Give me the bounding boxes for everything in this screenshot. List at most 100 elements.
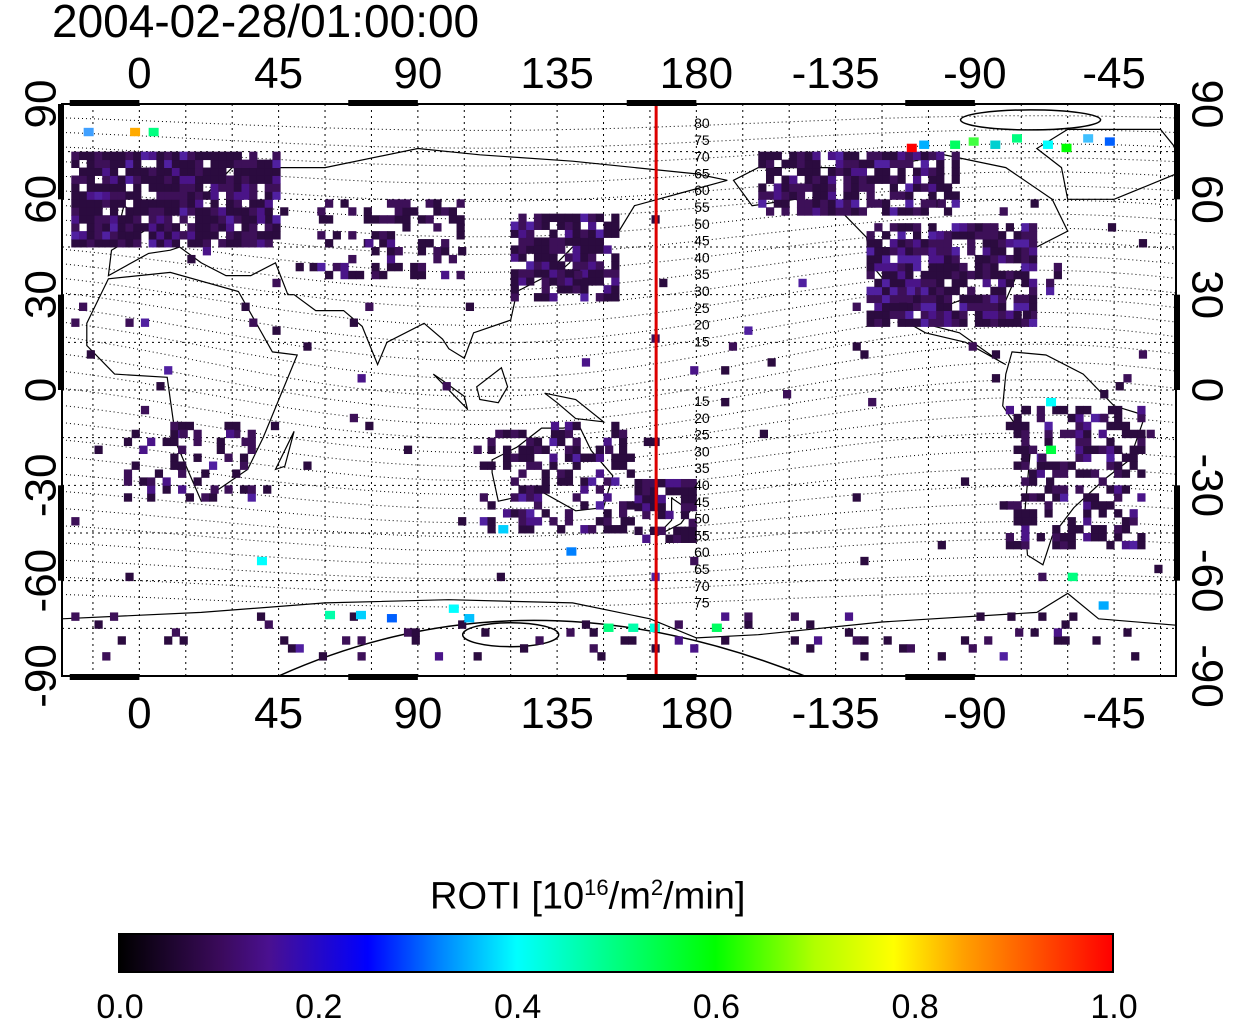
roti-cell [131,461,140,470]
roti-cell [1005,254,1015,264]
roti-cell [1104,137,1115,146]
roti-cell [874,151,883,161]
roti-cell [1090,413,1100,423]
roti-cell [595,245,604,254]
edge-bar-right [1174,294,1180,390]
roti-cell [133,191,142,200]
roti-cell [526,453,535,462]
roti-cell [721,397,730,407]
roti-cell [688,518,697,528]
roti-cell [264,183,273,192]
roti-cell [456,215,465,224]
roti-cell [526,229,535,238]
roti-cell [603,493,612,502]
roti-cell [533,445,543,455]
roti-cell [79,167,88,176]
roti-cell [882,294,891,304]
roti-cell [86,183,95,192]
roti-cell [1021,493,1030,502]
roti-cell [960,636,970,645]
roti-cell [179,215,188,224]
x-tick-label-top: 90 [393,49,442,98]
roti-cell [936,286,945,296]
x-tick-label-bottom: 180 [660,689,733,738]
roti-cell [210,175,219,184]
roti-cell [951,270,960,280]
roti-cell [843,199,852,208]
roti-cell [1059,493,1069,502]
roti-cell [264,167,273,176]
roti-cell [195,223,204,232]
roti-cell [171,199,181,208]
roti-cell [813,636,823,645]
roti-cell [357,652,366,661]
roti-cell [1021,278,1030,288]
roti-cell [990,302,999,312]
roti-cell [967,231,976,240]
y-tick-label-left: 30 [16,270,65,319]
roti-cell [287,644,297,653]
roti-cell [1061,620,1070,629]
roti-cell [210,215,219,224]
roti-cell [943,247,953,256]
roti-cell [804,207,813,216]
coastline [491,424,614,512]
roti-cell [1030,628,1039,637]
roti-cell [564,445,574,455]
roti-cell [1090,469,1100,478]
roti-cell [673,486,682,496]
roti-cell [226,191,235,200]
roti-cell [164,239,173,248]
roti-cell [852,636,861,645]
roti-cell [936,270,945,280]
roti-cell [557,437,566,447]
roti-cell [1013,231,1022,240]
roti-cell [920,183,929,192]
roti-cell [125,215,134,224]
roti-cell [216,437,225,447]
roti-cell [1005,421,1015,431]
roti-cell [1029,286,1038,296]
roti-cell [479,493,488,502]
roti-cell [827,183,837,192]
roti-cell [557,277,566,286]
x-tick-label-bottom: -45 [1082,689,1146,738]
contour-label: 50 [694,216,710,232]
roti-cell [889,310,898,319]
roti-cell [178,461,187,470]
roti-cell [272,326,281,335]
roti-cell [882,199,891,208]
roti-cell [526,437,535,447]
roti-cell [827,167,837,176]
roti-cell [580,253,589,262]
roti-cell [365,302,374,312]
roti-cell [202,175,211,184]
roti-cell [210,207,219,216]
roti-cell [882,159,891,169]
roti-cell [572,213,581,223]
edge-bar-left [58,294,64,390]
roti-cell [280,636,289,645]
y-tick-label-left: -60 [16,549,65,613]
roti-cell [882,231,891,240]
roti-cell [433,247,442,256]
roti-cell [852,493,861,502]
roti-cell [773,191,782,200]
roti-cell [866,199,875,208]
roti-cell [897,247,906,256]
roti-cell [195,175,204,184]
roti-cell [210,191,219,200]
roti-cell [518,525,527,534]
roti-cell [1098,501,1107,510]
roti-cell [920,302,929,312]
roti-cell [866,183,875,192]
roti-cell [883,636,892,645]
roti-cell [86,223,95,232]
roti-cell [402,199,411,208]
roti-cell [241,437,250,447]
roti-cell [171,151,181,161]
roti-cell [588,525,597,534]
roti-cell [125,207,134,216]
roti-cell [843,151,852,161]
roti-cell [611,261,620,270]
